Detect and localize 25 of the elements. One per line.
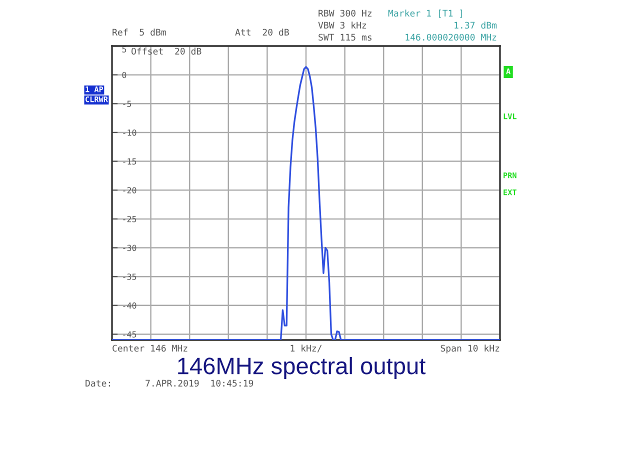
text: Span 10 kHz bbox=[440, 344, 500, 354]
y-tick-label: -45 bbox=[123, 331, 136, 338]
annotation: Offset 20 dB bbox=[132, 48, 202, 55]
text: Center 146 MHz bbox=[112, 344, 188, 352]
text: 146.000020000 MHz bbox=[406, 34, 496, 41]
text: Att 20 dB bbox=[235, 28, 289, 36]
y-tick-label: -35 bbox=[123, 274, 136, 280]
text: 7.APR.2019 10:45:19 bbox=[146, 380, 254, 387]
y-tick-label: -40 bbox=[123, 302, 136, 309]
y-tick-label: -5 bbox=[123, 100, 132, 107]
text: RBW 300 Hz bbox=[318, 10, 372, 17]
text: 1.37 dBm bbox=[454, 22, 497, 29]
text: Date: bbox=[86, 380, 110, 387]
y-tick-label: 0 bbox=[122, 72, 126, 78]
text: Marker 1 [T1 ] bbox=[388, 10, 462, 18]
y-tick-label: -30 bbox=[123, 244, 136, 252]
y-tick-label: -25 bbox=[123, 216, 136, 222]
text: 146MHz spectral output bbox=[178, 356, 426, 380]
text: 1 kHz/ bbox=[290, 344, 322, 352]
y-tick-label: -15 bbox=[123, 158, 136, 165]
y-tick-label: -10 bbox=[123, 129, 136, 136]
text: SWT 115 ms bbox=[318, 34, 372, 41]
text: Ref 5 dBm bbox=[112, 28, 166, 36]
text: VBW 3 kHz bbox=[318, 22, 366, 29]
y-tick-label: -20 bbox=[123, 187, 136, 194]
